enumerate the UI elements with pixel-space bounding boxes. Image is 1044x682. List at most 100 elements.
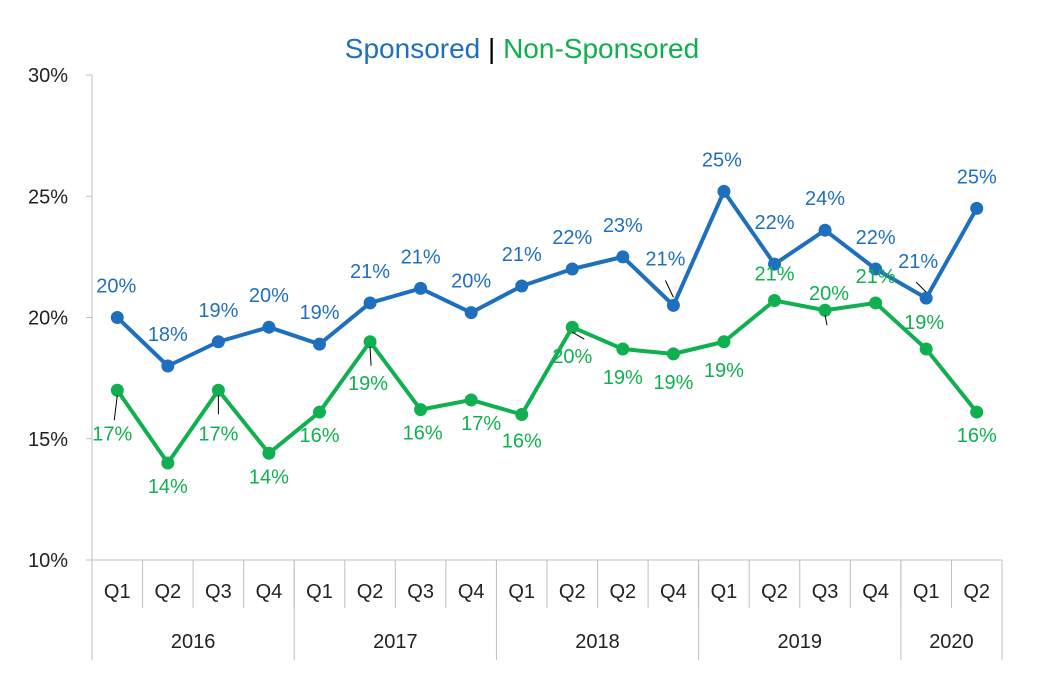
- year-label: 2018: [575, 631, 620, 653]
- year-label: 2020: [929, 631, 974, 653]
- data-point: [717, 184, 731, 198]
- x-tick-label: Q4: [458, 581, 485, 603]
- data-label: 21%: [856, 266, 896, 288]
- chart-title-sponsored: Sponsored: [345, 33, 480, 64]
- data-point: [970, 201, 984, 215]
- data-label: 19%: [198, 300, 238, 322]
- year-label: 2019: [778, 631, 823, 653]
- data-point: [211, 335, 225, 349]
- data-label: 21%: [350, 261, 390, 283]
- data-label: 18%: [148, 324, 188, 346]
- x-tick-label: Q1: [306, 581, 333, 603]
- x-tick-label: Q2: [559, 581, 586, 603]
- data-point: [414, 281, 428, 295]
- data-label: 25%: [702, 149, 742, 171]
- data-label: 21%: [754, 264, 794, 286]
- data-label: 22%: [856, 227, 896, 249]
- data-point: [818, 223, 832, 237]
- data-point: [666, 298, 680, 312]
- x-tick-label: Q4: [862, 581, 889, 603]
- leader-line: [113, 395, 118, 421]
- data-label: 22%: [552, 227, 592, 249]
- x-tick-label: Q3: [205, 581, 232, 603]
- data-point: [464, 306, 478, 320]
- x-tick-label: Q1: [508, 581, 535, 603]
- data-label: 17%: [461, 413, 501, 435]
- data-label: 19%: [653, 372, 693, 394]
- y-tick-label: 25%: [28, 186, 68, 208]
- data-label: 22%: [754, 212, 794, 234]
- data-point: [565, 262, 579, 276]
- y-tick-label: 20%: [28, 308, 68, 330]
- data-label: 24%: [805, 188, 845, 210]
- data-label: 14%: [249, 466, 289, 488]
- data-point: [161, 456, 175, 470]
- x-tick-label: Q2: [154, 581, 181, 603]
- data-label: 20%: [249, 285, 289, 307]
- data-point: [869, 262, 883, 276]
- data-point: [313, 337, 326, 351]
- data-point: [616, 342, 630, 356]
- x-tick-label: Q3: [812, 581, 839, 603]
- data-point: [818, 303, 832, 317]
- x-tick-label: Q4: [660, 581, 687, 603]
- x-tick-label: Q2: [609, 581, 636, 603]
- data-point: [363, 296, 377, 310]
- year-label: 2017: [373, 631, 418, 653]
- data-point: [414, 403, 428, 417]
- x-tick-label: Q2: [963, 581, 990, 603]
- data-label: 21%: [401, 246, 441, 268]
- year-label: 2016: [171, 631, 216, 653]
- data-label: 17%: [198, 423, 238, 445]
- data-label: 19%: [603, 367, 643, 389]
- x-tick-label: Q1: [711, 581, 738, 603]
- data-point: [919, 291, 933, 305]
- chart-title-separator: |: [480, 33, 503, 64]
- data-label: 21%: [898, 251, 938, 273]
- data-point: [262, 320, 276, 334]
- data-point: [768, 257, 781, 271]
- data-point: [616, 250, 630, 264]
- data-label: 17%: [92, 423, 132, 445]
- data-point: [565, 320, 579, 334]
- series-line-non-sponsored: [115, 298, 979, 465]
- data-label: 20%: [552, 346, 592, 368]
- x-tick-label: Q3: [407, 581, 434, 603]
- data-label: 19%: [348, 373, 388, 395]
- data-label: 16%: [403, 423, 443, 445]
- data-point: [869, 296, 883, 310]
- x-tick-label: Q2: [357, 581, 384, 603]
- data-point: [717, 335, 731, 349]
- y-tick-label: 15%: [28, 429, 68, 451]
- data-point: [768, 294, 781, 308]
- data-point: [110, 383, 124, 397]
- data-label: 20%: [809, 283, 849, 305]
- data-point: [970, 405, 984, 419]
- data-label: 16%: [299, 425, 339, 447]
- data-point: [262, 446, 276, 460]
- leader-line: [824, 315, 828, 326]
- data-label: 21%: [502, 244, 542, 266]
- data-label: 16%: [957, 425, 997, 447]
- data-label: 23%: [603, 215, 643, 237]
- data-label: 14%: [148, 476, 188, 498]
- leader-line: [369, 346, 372, 366]
- data-point: [919, 342, 933, 356]
- leader-line: [572, 331, 585, 340]
- data-label: 19%: [704, 360, 744, 382]
- series-line-sponsored: [115, 189, 979, 368]
- chart-title: Sponsored | Non-Sponsored: [345, 33, 699, 64]
- data-point: [515, 279, 529, 293]
- leader-line: [664, 280, 674, 298]
- data-label: 19%: [299, 302, 339, 324]
- data-label: 21%: [645, 248, 685, 270]
- data-point: [161, 359, 175, 373]
- x-tick-label: Q2: [761, 581, 788, 603]
- data-point: [211, 383, 225, 397]
- data-point: [363, 335, 377, 349]
- data-label: 25%: [957, 166, 997, 188]
- data-point: [110, 311, 124, 324]
- data-label: 20%: [96, 276, 136, 298]
